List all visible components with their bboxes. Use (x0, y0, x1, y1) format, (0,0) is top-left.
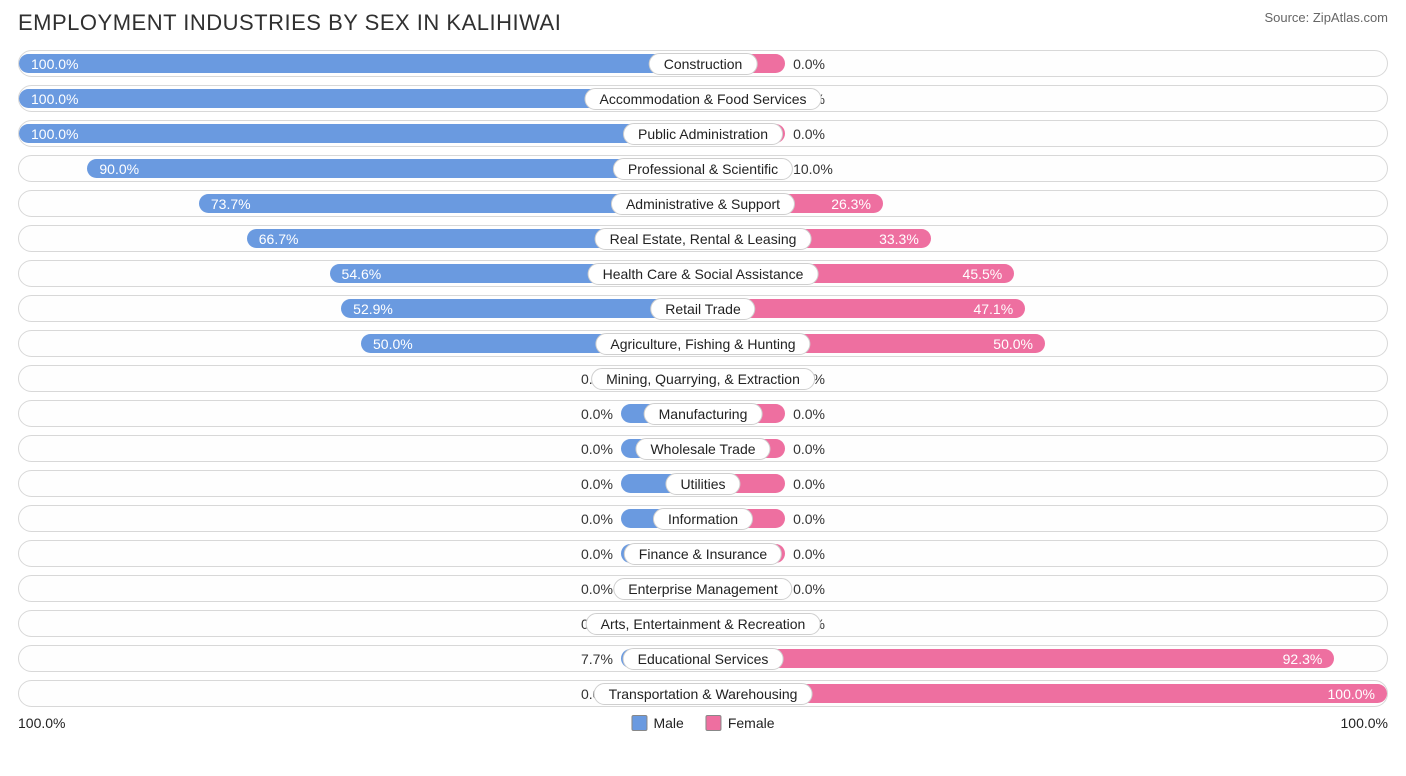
legend-male-label: Male (653, 715, 683, 731)
category-label: Public Administration (623, 123, 783, 145)
female-value: 0.0% (785, 56, 825, 72)
category-label: Health Care & Social Assistance (588, 263, 819, 285)
category-label: Transportation & Warehousing (594, 683, 813, 705)
female-value: 92.3% (1283, 651, 1335, 667)
category-label: Agriculture, Fishing & Hunting (595, 333, 810, 355)
female-value: 100.0% (1328, 686, 1387, 702)
chart-row: 0.0% 0.0% Utilities (18, 470, 1388, 497)
category-label: Manufacturing (644, 403, 763, 425)
chart-row: 90.0%10.0%Professional & Scientific (18, 155, 1388, 182)
chart-row: 73.7% 26.3% Administrative & Support (18, 190, 1388, 217)
chart-row: 0.0%0.0%Mining, Quarrying, & Extraction (18, 365, 1388, 392)
male-swatch (631, 715, 647, 731)
male-value: 0.0% (581, 476, 621, 492)
axis-right-label: 100.0% (1341, 715, 1388, 731)
axis-left-label: 100.0% (18, 715, 65, 731)
legend-female: Female (706, 715, 775, 731)
female-value: 0.0% (785, 476, 825, 492)
category-label: Finance & Insurance (624, 543, 782, 565)
chart-row: 66.7% 33.3% Real Estate, Rental & Leasing (18, 225, 1388, 252)
chart-row: 7.7% 92.3% Educational Services (18, 645, 1388, 672)
female-swatch (706, 715, 722, 731)
legend: Male Female (631, 715, 774, 731)
male-value: 0.0% (581, 546, 621, 562)
legend-male: Male (631, 715, 683, 731)
male-value: 50.0% (361, 336, 413, 352)
chart-row: 54.6% 45.5% Health Care & Social Assistanc… (18, 260, 1388, 287)
chart-row: 0.0% 0.0% Wholesale Trade (18, 435, 1388, 462)
male-value: 7.7% (581, 651, 621, 667)
male-value: 54.6% (330, 266, 382, 282)
female-value: 0.0% (785, 511, 825, 527)
chart-row: 100.0%0.0%Accommodation & Food Services (18, 85, 1388, 112)
category-label: Accommodation & Food Services (585, 88, 822, 110)
chart-row: 0.0%0.0%Arts, Entertainment & Recreation (18, 610, 1388, 637)
category-label: Utilities (665, 473, 740, 495)
male-value: 90.0% (87, 161, 139, 177)
male-bar (341, 299, 703, 318)
female-value: 47.1% (973, 301, 1025, 317)
male-bar (87, 159, 703, 178)
category-label: Real Estate, Rental & Leasing (595, 228, 812, 250)
category-label: Mining, Quarrying, & Extraction (591, 368, 815, 390)
category-label: Administrative & Support (611, 193, 795, 215)
category-label: Construction (649, 53, 758, 75)
male-value: 100.0% (19, 56, 78, 72)
chart-row: 52.9% 47.1% Retail Trade (18, 295, 1388, 322)
category-label: Retail Trade (650, 298, 755, 320)
chart-footer: 100.0% Male Female 100.0% (18, 715, 1388, 739)
female-value: 0.0% (785, 441, 825, 457)
category-label: Arts, Entertainment & Recreation (586, 613, 821, 635)
female-value: 33.3% (879, 231, 931, 247)
chart-row: 0.0% 0.0% Manufacturing (18, 400, 1388, 427)
male-value: 0.0% (581, 511, 621, 527)
male-value: 73.7% (199, 196, 251, 212)
male-value: 66.7% (247, 231, 299, 247)
chart-row: 0.0% 0.0% Information (18, 505, 1388, 532)
male-value: 52.9% (341, 301, 393, 317)
female-value: 26.3% (831, 196, 883, 212)
chart-row: 100.0% 0.0% Construction (18, 50, 1388, 77)
male-value: 0.0% (581, 406, 621, 422)
chart-row: 0.0%0.0%Enterprise Management (18, 575, 1388, 602)
chart-row: 0.0% 0.0%Finance & Insurance (18, 540, 1388, 567)
legend-female-label: Female (728, 715, 775, 731)
chart-row: 0.0%100.0%Transportation & Warehousing (18, 680, 1388, 707)
chart-source: Source: ZipAtlas.com (1264, 10, 1388, 25)
category-label: Enterprise Management (613, 578, 792, 600)
female-value: 0.0% (785, 546, 825, 562)
male-bar (19, 124, 703, 143)
female-bar (703, 649, 1334, 668)
female-value: 0.0% (785, 406, 825, 422)
category-label: Information (653, 508, 753, 530)
category-label: Professional & Scientific (613, 158, 793, 180)
male-value: 0.0% (581, 441, 621, 457)
male-value: 100.0% (19, 91, 78, 107)
chart-row: 50.0% 50.0% Agriculture, Fishing & Hunting (18, 330, 1388, 357)
chart-title: EMPLOYMENT INDUSTRIES BY SEX IN KALIHIWA… (18, 10, 561, 36)
female-value: 45.5% (963, 266, 1015, 282)
category-label: Wholesale Trade (635, 438, 770, 460)
male-value: 100.0% (19, 126, 78, 142)
female-value: 0.0% (785, 126, 825, 142)
female-value: 50.0% (993, 336, 1045, 352)
category-label: Educational Services (623, 648, 784, 670)
male-bar (19, 54, 703, 73)
diverging-bar-chart: 100.0%0.0%Construction100.0%0.0%Accommod… (18, 50, 1388, 707)
chart-row: 100.0% 0.0%Public Administration (18, 120, 1388, 147)
